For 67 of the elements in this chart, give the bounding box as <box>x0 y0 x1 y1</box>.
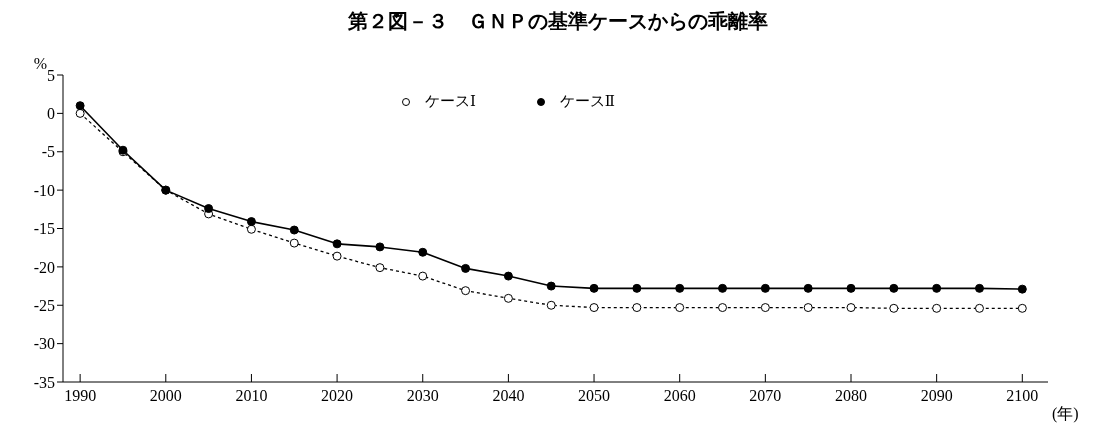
point <box>75 101 85 111</box>
x-tick-label: 2100 <box>1006 387 1039 405</box>
point <box>332 239 342 249</box>
point <box>760 283 770 293</box>
point <box>1017 303 1027 313</box>
y-tick-label: 5 <box>47 66 55 84</box>
y-tick-label: -25 <box>33 296 55 314</box>
point <box>289 225 299 235</box>
y-tick-label: -15 <box>33 220 55 238</box>
legend-label: ケースⅠ <box>424 92 476 111</box>
point <box>632 303 642 313</box>
point <box>204 204 214 214</box>
y-tick-label: -30 <box>33 335 55 353</box>
x-tick-label: 2000 <box>149 387 182 405</box>
y-tick-label: 0 <box>47 105 55 123</box>
point <box>1017 284 1027 294</box>
point <box>375 263 385 273</box>
x-tick-label: 2090 <box>920 387 953 405</box>
point <box>289 238 299 248</box>
point <box>589 303 599 313</box>
x-tick-label: 1990 <box>64 387 97 405</box>
point <box>332 251 342 261</box>
point <box>461 263 471 273</box>
x-tick-label: 2020 <box>321 387 354 405</box>
x-tick-label: 2040 <box>492 387 525 405</box>
x-tick-label: 2010 <box>235 387 268 405</box>
point <box>718 303 728 313</box>
point <box>803 303 813 313</box>
point <box>974 303 984 313</box>
point <box>889 283 899 293</box>
point <box>503 293 513 303</box>
x-tick-label: 2030 <box>406 387 439 405</box>
point <box>675 283 685 293</box>
x-tick-label: 2080 <box>835 387 867 405</box>
point <box>632 283 642 293</box>
x-axis-title: (年) <box>1052 404 1079 423</box>
point <box>932 283 942 293</box>
point <box>503 271 513 281</box>
y-tick-label: -20 <box>33 258 55 276</box>
point <box>846 303 856 313</box>
point <box>846 283 856 293</box>
point <box>889 303 899 313</box>
point <box>418 247 428 257</box>
point <box>375 242 385 252</box>
point <box>803 283 813 293</box>
point <box>589 283 599 293</box>
y-axis-title: % <box>33 55 48 72</box>
legend-label: ケースⅡ <box>559 92 616 111</box>
x-tick-label: 2050 <box>578 387 611 405</box>
point <box>718 283 728 293</box>
point <box>760 303 770 313</box>
point <box>461 286 471 296</box>
x-tick-label: 2070 <box>749 387 782 405</box>
y-tick-label: -35 <box>33 373 55 391</box>
y-tick-label: -10 <box>33 181 55 199</box>
x-tick-label: 2060 <box>663 387 696 405</box>
point <box>546 300 556 310</box>
point <box>932 303 942 313</box>
point <box>974 283 984 293</box>
chart-title: 第２図－３ ＧＮＰの基準ケースからの乖離率 <box>347 8 769 33</box>
point <box>246 217 256 227</box>
point <box>75 108 85 118</box>
point <box>546 281 556 291</box>
y-tick-label: -5 <box>41 143 55 161</box>
point <box>418 271 428 281</box>
point <box>675 303 685 313</box>
point <box>246 224 256 234</box>
